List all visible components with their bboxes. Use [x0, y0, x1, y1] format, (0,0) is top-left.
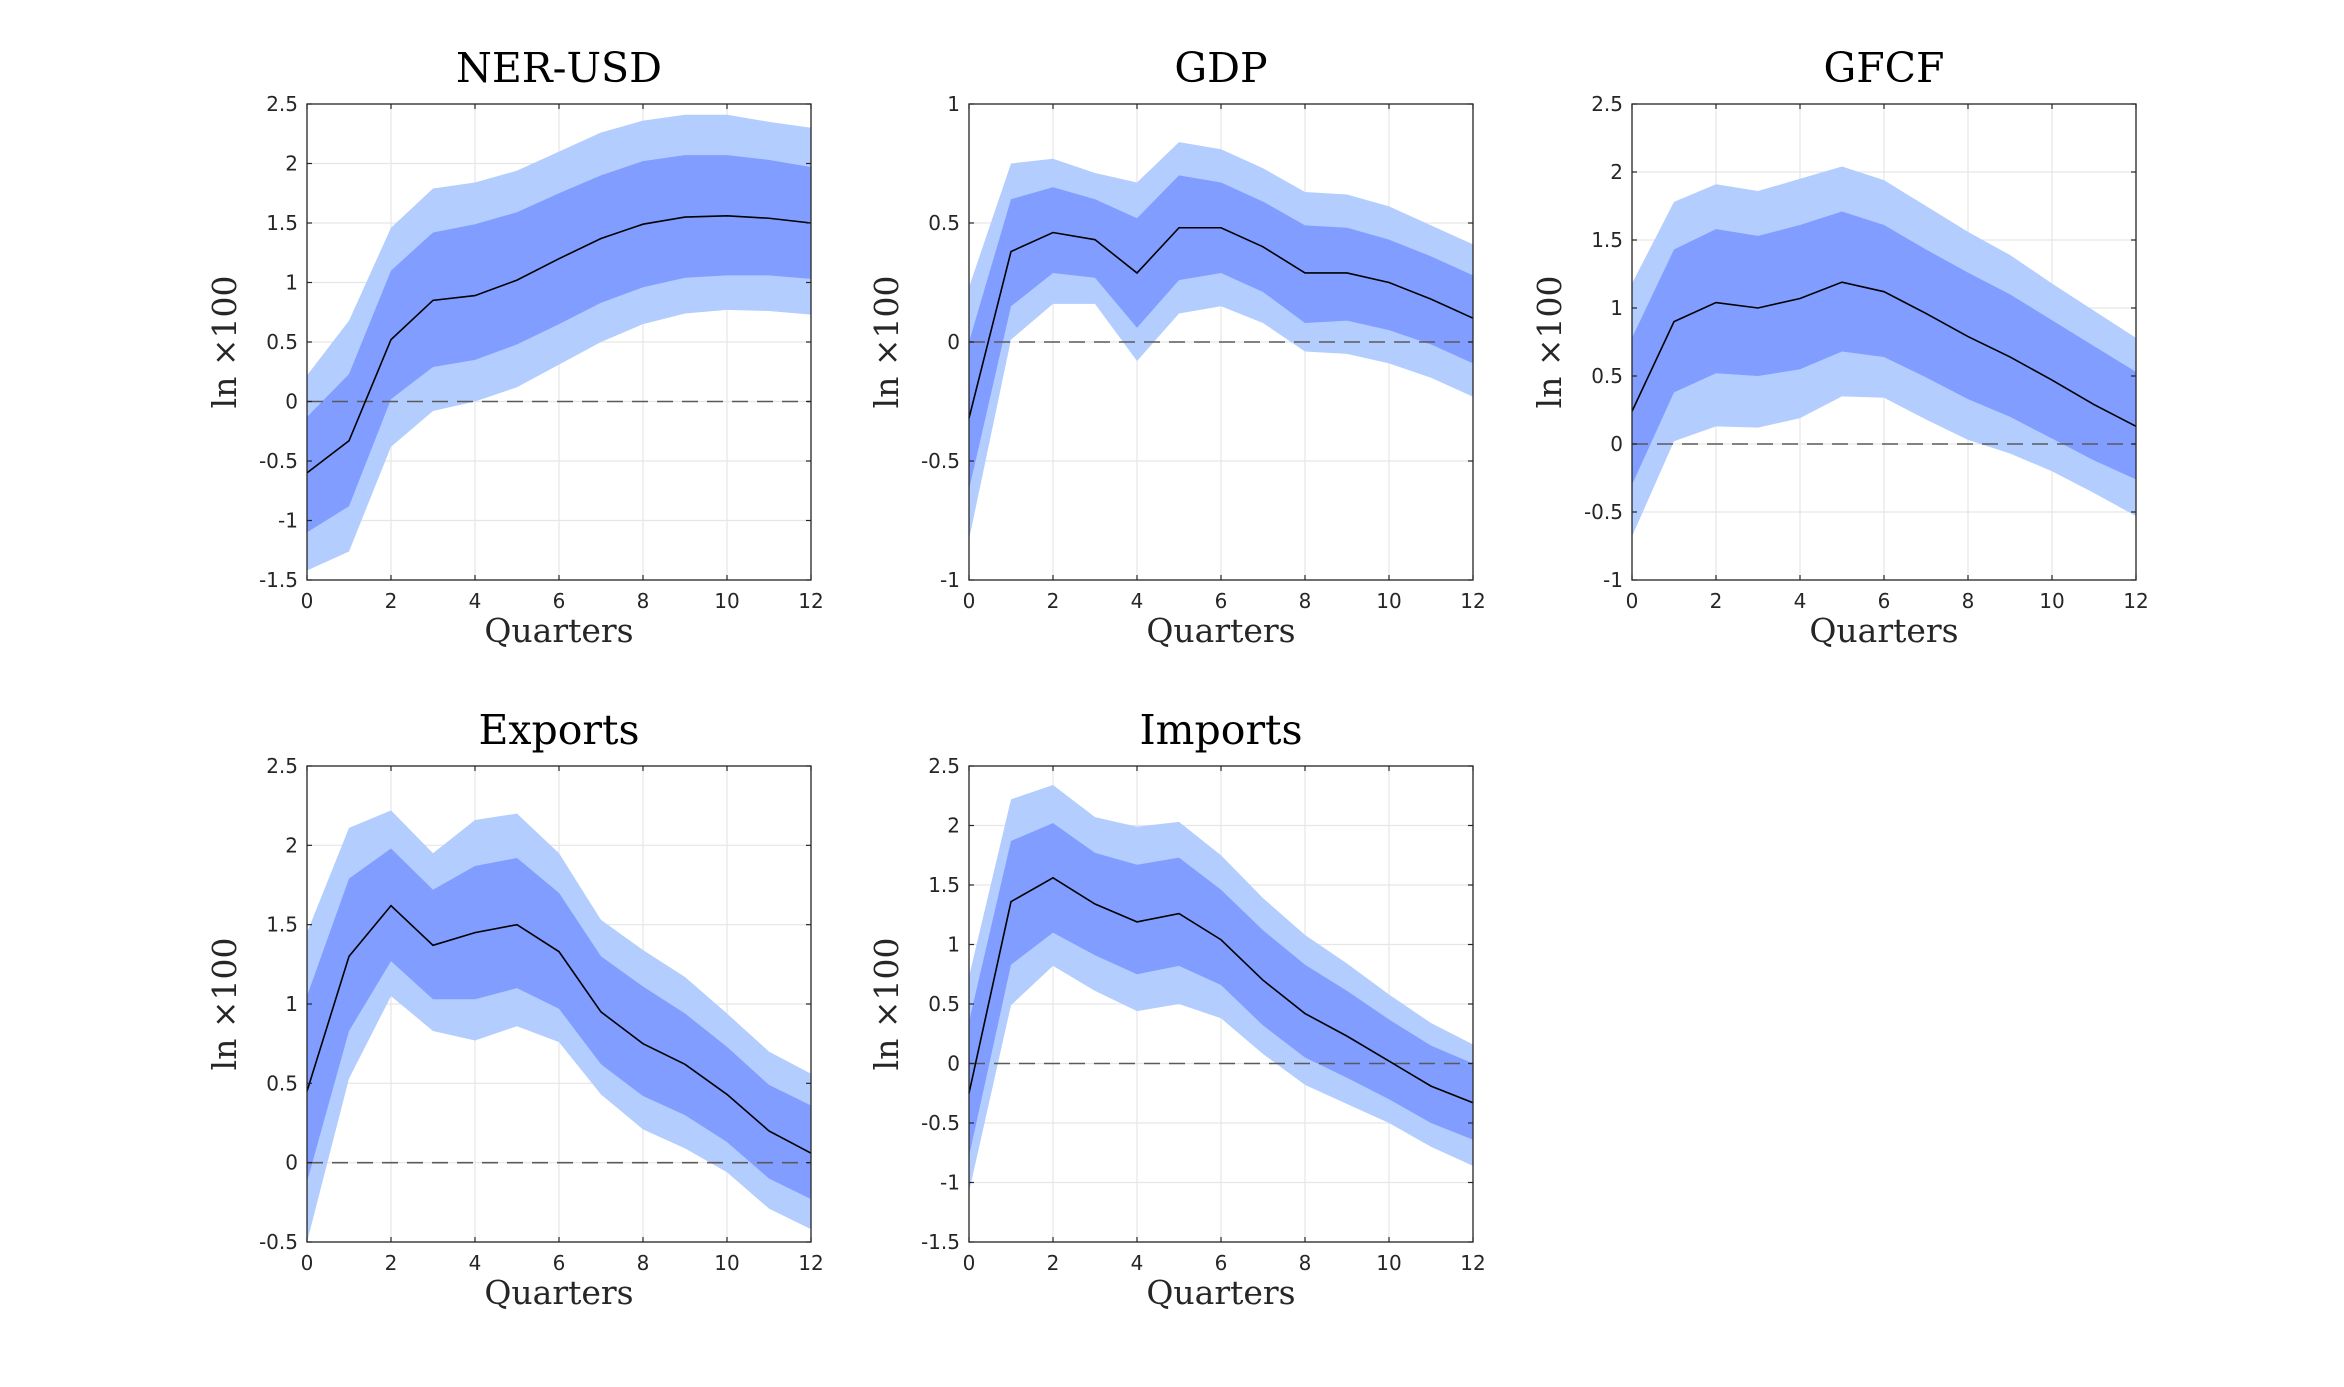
y-axis-label: ln ×100: [867, 938, 906, 1071]
y-tick-label: 0: [285, 1151, 298, 1175]
y-tick-label: -1.5: [259, 568, 298, 592]
y-tick-label: 0: [947, 330, 960, 354]
y-tick-label: -0.5: [259, 449, 298, 473]
y-tick-label: 0: [1610, 432, 1623, 456]
x-tick-label: 0: [963, 589, 976, 613]
x-axis-label: Quarters: [1146, 1273, 1295, 1312]
x-axis-label: Quarters: [484, 1273, 633, 1312]
chart-title: NER-USD: [456, 44, 662, 92]
x-tick-label: 2: [1710, 589, 1723, 613]
x-axis-label: Quarters: [484, 611, 633, 650]
y-tick-label: -0.5: [259, 1230, 298, 1254]
x-tick-label: 2: [385, 589, 398, 613]
y-tick-label: 1.5: [266, 211, 298, 235]
x-tick-label: 6: [1878, 589, 1891, 613]
y-tick-label: -1: [940, 1171, 960, 1195]
inner-confidence-band: [969, 175, 1473, 490]
x-tick-label: 6: [553, 1251, 566, 1275]
x-tick-label: 8: [1962, 589, 1975, 613]
inner-confidence-band: [1632, 211, 2136, 485]
x-axis-label: Quarters: [1146, 611, 1295, 650]
inner-confidence-band: [307, 848, 811, 1200]
x-tick-label: 0: [963, 1251, 976, 1275]
inner-confidence-band: [969, 823, 1473, 1157]
x-tick-label: 0: [301, 1251, 314, 1275]
y-axis-label: ln ×100: [205, 276, 244, 409]
x-tick-label: 2: [1047, 1251, 1060, 1275]
x-tick-label: 4: [469, 1251, 482, 1275]
x-tick-label: 12: [1460, 589, 1485, 613]
x-tick-label: 2: [1047, 589, 1060, 613]
y-tick-label: 1: [947, 933, 960, 957]
chart-panel-gfcf: 0 2 4 6 8 10 12 -1 -0.5 0 0.5 1 1.5 2 2.5 GFCF Quarters l…: [1530, 44, 2149, 650]
y-tick-label: 2: [285, 152, 298, 176]
chart-title: GDP: [1174, 44, 1267, 92]
y-tick-label: 2.5: [266, 92, 298, 116]
x-tick-label: 2: [385, 1251, 398, 1275]
y-tick-label: 2: [285, 833, 298, 857]
chart-panel-exports: 0 2 4 6 8 10 12-0.500.511.522.5ExportsQuarters…: [205, 706, 824, 1312]
y-tick-label: 1: [1610, 296, 1623, 320]
y-tick-label: 2: [947, 814, 960, 838]
y-tick-label: 2.5: [1591, 92, 1623, 116]
chart-panel-gdp: 0 2 4 6 8 10 12 -1 -0.5 0 0.5 1 GDP Quarters ln ×100: [867, 44, 1486, 650]
y-tick-label: 1.5: [266, 913, 298, 937]
x-tick-label: 4: [469, 589, 482, 613]
y-tick-label: -0.5: [921, 1111, 960, 1135]
x-tick-label: 8: [637, 1251, 650, 1275]
chart-panel-ner-usd: 0 2 4 6 8 10 12 -1.5 -1 -0.5 0 0.5 1 1.5 2 2.5 NER-USD Qu…: [205, 44, 824, 650]
x-tick-label: 4: [1131, 589, 1144, 613]
y-tick-label: 1: [947, 92, 960, 116]
y-tick-label: -0.5: [921, 449, 960, 473]
y-tick-label: 2.5: [928, 754, 960, 778]
y-tick-label: 0: [947, 1052, 960, 1076]
x-tick-label: 8: [637, 589, 650, 613]
y-axis-label: ln ×100: [1530, 276, 1569, 409]
x-tick-label: 12: [1460, 1251, 1485, 1275]
x-tick-label: 12: [798, 1251, 823, 1275]
x-tick-label: 8: [1299, 1251, 1312, 1275]
y-tick-label: 1.5: [928, 873, 960, 897]
chart-title: Imports: [1139, 706, 1302, 754]
y-tick-label: 0: [285, 390, 298, 414]
x-tick-label: 0: [1626, 589, 1639, 613]
y-axis-label: ln ×100: [867, 276, 906, 409]
x-axis-label: Quarters: [1809, 611, 1958, 650]
y-tick-label: -0.5: [1584, 500, 1623, 524]
x-tick-label: 12: [798, 589, 823, 613]
x-tick-label: 6: [1215, 1251, 1228, 1275]
y-tick-label: 0.5: [266, 330, 298, 354]
y-tick-label: 0.5: [266, 1071, 298, 1095]
y-tick-label: 0.5: [928, 992, 960, 1016]
x-tick-label: 10: [1376, 1251, 1401, 1275]
y-tick-label: 0.5: [928, 211, 960, 235]
x-tick-label: 8: [1299, 589, 1312, 613]
x-tick-label: 0: [301, 589, 314, 613]
y-tick-label: -1: [940, 568, 960, 592]
chart-title: GFCF: [1823, 44, 1944, 92]
x-tick-label: 6: [1215, 589, 1228, 613]
x-tick-label: 10: [2039, 589, 2064, 613]
y-tick-label: 1.5: [1591, 228, 1623, 252]
x-tick-label: 4: [1794, 589, 1807, 613]
y-tick-label: 0.5: [1591, 364, 1623, 388]
x-tick-label: 10: [714, 1251, 739, 1275]
chart-panel-imports: 0 2 4 6 8 10 12 -1.5 -1 -0.5 0 0.5 1 1.5 2 2.5 Imports Qu…: [867, 706, 1486, 1312]
x-tick-label: 4: [1131, 1251, 1144, 1275]
y-axis-label: ln ×100: [205, 938, 244, 1071]
x-tick-label: 10: [714, 589, 739, 613]
y-tick-label: -1.5: [921, 1230, 960, 1254]
y-tick-label: 1: [285, 271, 298, 295]
chart-title: Exports: [478, 706, 639, 754]
x-tick-label: 6: [553, 589, 566, 613]
y-tick-label: -1: [1603, 568, 1623, 592]
y-tick-label: 1: [285, 992, 298, 1016]
y-tick-label: -1: [278, 509, 298, 533]
x-tick-label: 10: [1376, 589, 1401, 613]
inner-confidence-band: [307, 155, 811, 533]
x-tick-label: 12: [2123, 589, 2148, 613]
y-tick-label: 2.5: [266, 754, 298, 778]
y-tick-label: 2: [1610, 160, 1623, 184]
